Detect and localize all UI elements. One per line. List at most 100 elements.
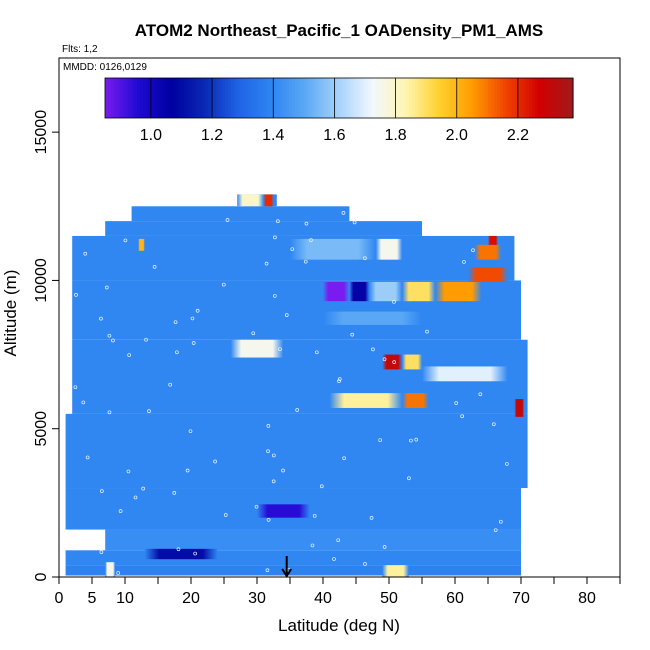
dates-note: MMDD: 0126,0129 (63, 62, 147, 73)
colorbar-cell (385, 78, 390, 118)
measurement-point (312, 513, 317, 518)
feature-1 (144, 548, 218, 560)
colorbar-cell (251, 78, 255, 118)
colorbar-cell (488, 78, 492, 118)
measurement-point (281, 468, 285, 473)
colorbar-cell (222, 78, 226, 118)
colorbar-cell (570, 78, 574, 118)
measurement-point (123, 238, 128, 243)
feature-15 (402, 393, 429, 408)
measurement-point (310, 543, 315, 548)
measurement-point (378, 438, 383, 442)
colorbar-cell (523, 78, 527, 118)
colorbar-cell (163, 78, 168, 118)
colorbar-cell (219, 78, 223, 118)
x-tick-label: 50 (380, 590, 398, 607)
colorbar-cell (110, 78, 115, 118)
measurement-point (337, 377, 342, 381)
colorbar-cell (444, 78, 448, 118)
colorbar-cell (464, 78, 469, 118)
measurement-point (284, 313, 289, 317)
measurement-point (99, 316, 103, 321)
measurement-point (221, 282, 226, 287)
colorbar-cell (420, 78, 425, 118)
colorbar-cell (450, 78, 454, 118)
colorbar-cell (496, 78, 501, 118)
y-tick-label: 15000 (33, 110, 50, 155)
colorbar-cell (397, 78, 402, 118)
colorbar-cell (499, 78, 504, 118)
x-axis: 0 5 10 20 30 40 50 60 70 80 (55, 577, 621, 607)
colorbar-cell (388, 78, 393, 118)
plot-frame (58, 57, 621, 578)
colorbar-cell (555, 78, 559, 118)
colorbar-cell (189, 78, 194, 118)
colorbar-cell (426, 78, 431, 118)
colorbar-cell (113, 78, 118, 118)
colorbar-cell (143, 78, 147, 118)
colorbar-cell (192, 78, 197, 118)
colorbar-cell (458, 78, 463, 118)
colorbar-frame (104, 77, 574, 119)
colorbar-cell (260, 78, 264, 118)
colorbar-cell (374, 78, 378, 118)
colorbar-cell (265, 78, 270, 118)
arrow-head (281, 568, 293, 578)
colorbar-cell (166, 78, 170, 118)
colorbar-cell (482, 78, 486, 118)
colorbar-cell (280, 78, 285, 118)
colorbar-cell (306, 78, 311, 118)
colorbar-cell (564, 78, 568, 118)
measurement-point (304, 221, 309, 226)
colorbar-cell (543, 78, 548, 118)
colorbar-cell (292, 78, 296, 118)
x-tick-label: 80 (578, 590, 596, 607)
measurement-point (99, 550, 104, 554)
measurement-point (144, 337, 148, 342)
y-axis: 0 5000 10000 15000 (33, 110, 59, 581)
measurement-point (319, 484, 324, 489)
measurement-point (107, 410, 112, 415)
measurement-point (342, 456, 347, 461)
colorbar-cell (198, 78, 203, 118)
measurement-point (73, 385, 78, 390)
colorbar-cell (456, 78, 460, 118)
measurement-points (73, 211, 509, 575)
measurement-point (141, 486, 146, 491)
measurement-point (278, 347, 282, 352)
measurement-point (188, 429, 193, 434)
measurement-point (309, 238, 313, 242)
colorbar-cell (505, 78, 510, 118)
colorbar-cell (248, 78, 252, 118)
measurement-point (213, 459, 217, 464)
measurement-point (407, 476, 411, 481)
measurement-point (168, 382, 173, 387)
feature-20 (375, 238, 403, 260)
colorbar-cell (224, 78, 229, 118)
measurement-point (392, 299, 396, 304)
x-tick-label: 10 (116, 590, 134, 607)
colorbar-cell (333, 78, 337, 118)
measurement-point (409, 438, 413, 443)
colorbar-cell (169, 78, 173, 118)
colorbar-cell (172, 78, 176, 118)
colorbar-cell (549, 78, 554, 118)
feature-5 (349, 281, 370, 302)
colorbar-cell (511, 78, 516, 118)
colorbar-cell (491, 78, 495, 118)
colorbar-cell (368, 78, 372, 118)
measurement-point (336, 538, 341, 543)
feature-24 (514, 399, 525, 417)
colorbar-cell (359, 78, 363, 118)
measurement-point (478, 392, 483, 397)
colorbar-cell (336, 78, 340, 118)
flights-note: Flts: 1,2 (62, 44, 98, 55)
colorbar-cell (479, 78, 483, 118)
measurement-point (371, 347, 375, 352)
measurement-point (104, 285, 109, 290)
colorbar-cell (447, 78, 451, 118)
measurement-point (83, 251, 88, 256)
band-9 (131, 206, 350, 222)
measurement-point (273, 235, 277, 240)
colorbar-cell (473, 78, 478, 118)
